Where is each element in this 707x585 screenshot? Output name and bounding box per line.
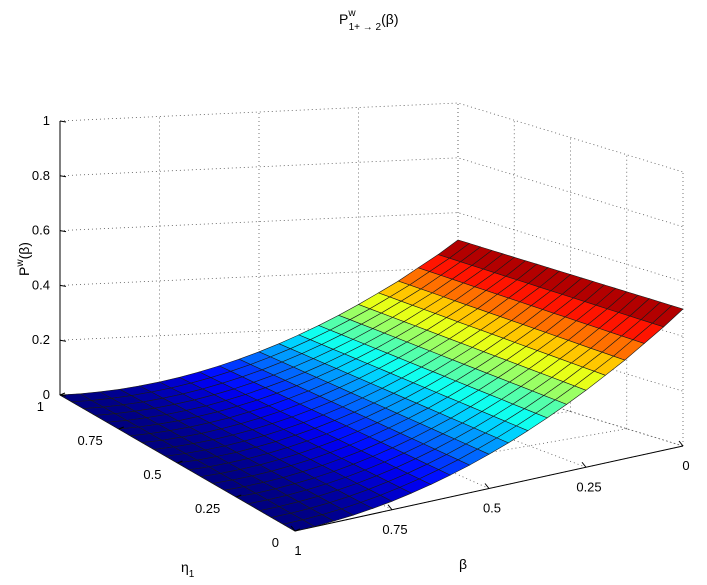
beta-tick-label-2: 0.5 — [483, 501, 501, 516]
z-ticks: 0 0.2 0.4 0.6 0.8 1 — [32, 113, 67, 402]
grid-line-beta-floor-1 — [358, 381, 587, 468]
eta-tick-label-4: 1 — [37, 399, 44, 414]
surface-patch-19-0 — [282, 519, 316, 532]
beta-tick-mark-4 — [290, 525, 296, 532]
z-tick-label-1: 0.2 — [32, 332, 50, 347]
z-tick-mark-4 — [59, 175, 67, 178]
z-tick-label-4: 0.8 — [32, 168, 50, 183]
beta-tick-label-0: 0 — [682, 458, 689, 473]
eta-tick-mark-1 — [236, 494, 242, 498]
eta-tick-mark-2 — [177, 460, 183, 464]
beta-tick-mark-1 — [581, 461, 587, 468]
grid-line-z-3 — [59, 212, 684, 282]
beta-tick-label-4: 1 — [294, 543, 301, 558]
eta-tick-label-0: 0 — [272, 535, 279, 550]
beta-tick-label-1: 0.25 — [576, 479, 601, 494]
beta-ticks: 0 0.25 0.5 0.75 1 — [290, 440, 690, 558]
z-tick-mark-5 — [59, 120, 67, 123]
chart-title: Pw 1+ → 2(β) — [339, 8, 399, 33]
surface-plot — [58, 239, 684, 532]
z-tick-label-2: 0.4 — [32, 277, 50, 292]
beta-axis-label: β — [459, 556, 467, 572]
beta-tick-mark-3 — [387, 504, 393, 511]
beta-tick-mark-0 — [678, 440, 684, 447]
z-tick-mark-3 — [59, 230, 67, 233]
eta-tick-label-1: 0.25 — [195, 501, 220, 516]
eta-ticks: 0 0.25 0.5 0.75 1 — [37, 392, 301, 550]
z-tick-label-0: 0 — [43, 387, 50, 402]
z-tick-mark-2 — [59, 284, 67, 287]
z-tick-label-5: 1 — [43, 113, 50, 128]
grid-line-z-4 — [59, 157, 684, 228]
beta-tick-label-3: 0.75 — [382, 522, 407, 537]
z-tick-label-3: 0.6 — [32, 223, 50, 238]
z-tick-mark-0 — [59, 394, 67, 397]
z-axis-label: Pw(β) — [15, 242, 32, 276]
eta-tick-mark-0 — [294, 528, 301, 532]
beta-tick-mark-2 — [484, 483, 490, 489]
eta-tick-label-2: 0.5 — [143, 467, 161, 482]
z-tick-mark-1 — [59, 339, 67, 342]
eta-axis-label: η1 — [181, 559, 195, 580]
grid-line-z-1 — [59, 321, 684, 392]
grid-line-z-2 — [59, 266, 684, 337]
eta-tick-mark-3 — [118, 426, 124, 430]
grid-line-z-5 — [59, 102, 684, 173]
eta-tick-label-3: 0.75 — [77, 433, 102, 448]
eta-tick-mark-4 — [59, 392, 66, 396]
